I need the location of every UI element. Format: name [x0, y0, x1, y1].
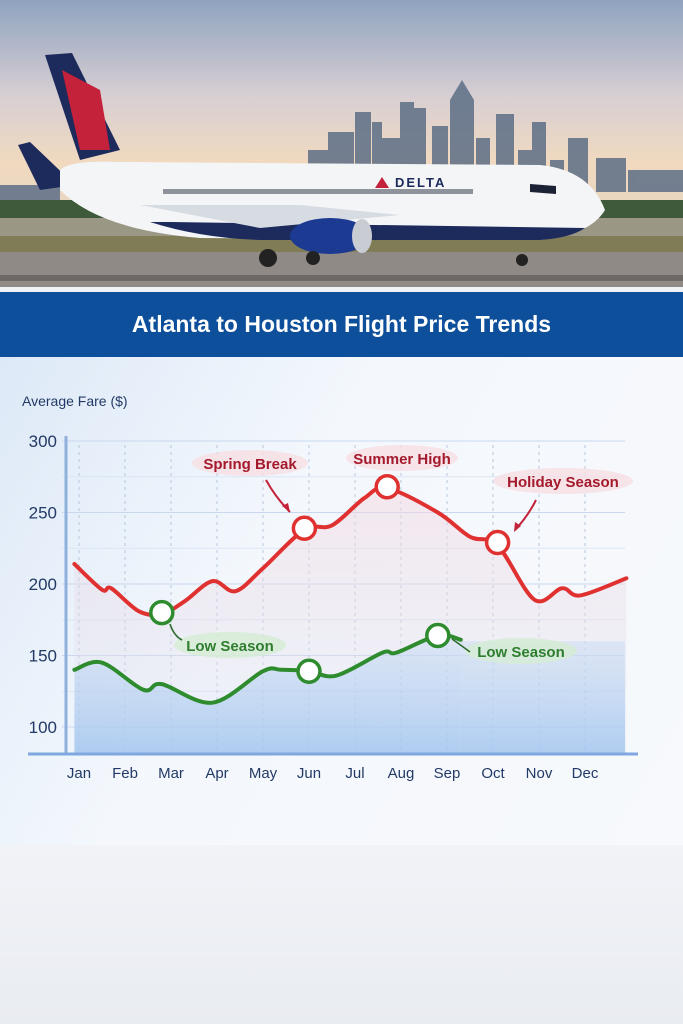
x-tick-label: Dec — [572, 765, 599, 782]
low-fare-line — [72, 633, 463, 705]
x-tick-label: Mar — [158, 765, 184, 782]
low-fare-area — [74, 635, 461, 754]
y-axis-label: Average Fare ($) — [22, 393, 128, 409]
y-tick-label: 150 — [29, 647, 57, 666]
x-tick-label: Jan — [67, 765, 91, 782]
x-tick-label: Aug — [388, 765, 415, 782]
x-tick-label: Nov — [526, 765, 553, 782]
x-tick-label: Jun — [297, 765, 321, 782]
footer-area — [0, 845, 683, 1024]
x-tick-label: Oct — [481, 765, 505, 782]
x-tick-label: Sep — [434, 765, 461, 782]
delta-logo-text: DELTA — [395, 175, 446, 190]
annotation-low-season-spring: Low Season — [186, 638, 274, 655]
annotation-summer-high: Summer High — [353, 451, 451, 468]
high-fare-line — [72, 485, 629, 617]
green-data-marker — [296, 658, 322, 684]
delta-plane-photo: DELTA — [0, 0, 683, 287]
y-tick-label: 200 — [29, 575, 57, 594]
y-tick-label: 100 — [29, 718, 57, 737]
annotation-low-season-fall: Low Season — [477, 644, 565, 661]
y-tick-label: 250 — [29, 504, 57, 523]
x-tick-label: Jul — [345, 765, 364, 782]
airplane: DELTA — [18, 53, 605, 267]
title-banner: Atlanta to Houston Flight Price Trends — [0, 292, 683, 357]
red-data-marker — [291, 515, 318, 541]
x-tick-label: Feb — [112, 765, 138, 782]
green-data-marker — [149, 599, 175, 626]
annotation-holiday-season: Holiday Season — [507, 474, 619, 491]
annotation-spring-break: Spring Break — [203, 456, 297, 473]
red-data-marker — [484, 529, 511, 556]
fare-chart: Average Fare ($) 100 150 200 250 300 Spring … — [22, 393, 638, 782]
red-data-marker — [374, 474, 400, 500]
green-data-marker — [425, 622, 451, 649]
x-tick-label: Apr — [205, 765, 228, 782]
x-tick-label: May — [249, 765, 278, 782]
page-title: Atlanta to Houston Flight Price Trends — [131, 311, 552, 337]
y-tick-label: 300 — [29, 432, 57, 451]
